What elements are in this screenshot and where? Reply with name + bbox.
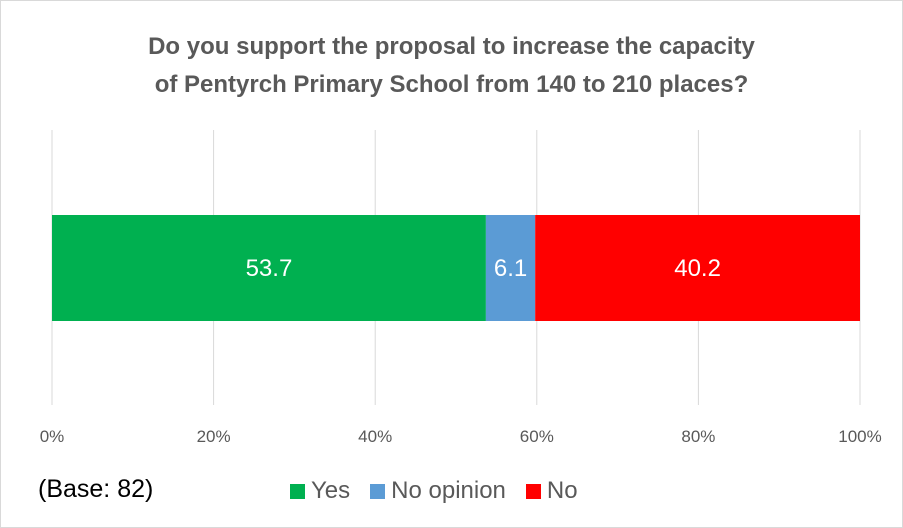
bar-segment-no-opinion	[485, 215, 536, 321]
bar-segment-no	[535, 215, 860, 321]
legend-item-no-opinion: No opinion	[370, 477, 506, 505]
data-label-yes: 53.7	[246, 255, 293, 282]
legend-swatch	[525, 483, 541, 499]
legend-label: Yes	[311, 477, 351, 504]
x-tick-label: 40%	[358, 427, 392, 446]
x-tick-label: 60%	[520, 427, 554, 446]
legend-item-no: No	[525, 477, 578, 505]
data-label-no-opinion: 6.1	[494, 255, 527, 282]
chart-title-line-1: Do you support the proposal to increase …	[148, 33, 755, 60]
chart-title-line-2: of Pentyrch Primary School from 140 to 2…	[154, 71, 749, 98]
bar-segment-yes	[52, 215, 486, 321]
legend-swatch	[290, 483, 305, 499]
legend-label: No opinion	[391, 477, 506, 504]
base-note: (Base: 82)	[38, 475, 154, 503]
legend-label: No	[546, 477, 578, 504]
x-tick-label: 20%	[197, 427, 231, 446]
x-tick-label: 0%	[40, 427, 65, 446]
legend: Yes No opinion No	[290, 474, 598, 508]
legend-item-yes: Yes	[290, 477, 350, 505]
x-tick-label: 80%	[681, 427, 715, 446]
x-tick-label: 100%	[838, 427, 881, 446]
chart-title: Do you support the proposal to increase …	[0, 28, 903, 104]
data-label-no: 40.2	[674, 255, 721, 282]
legend-swatch	[370, 483, 386, 499]
